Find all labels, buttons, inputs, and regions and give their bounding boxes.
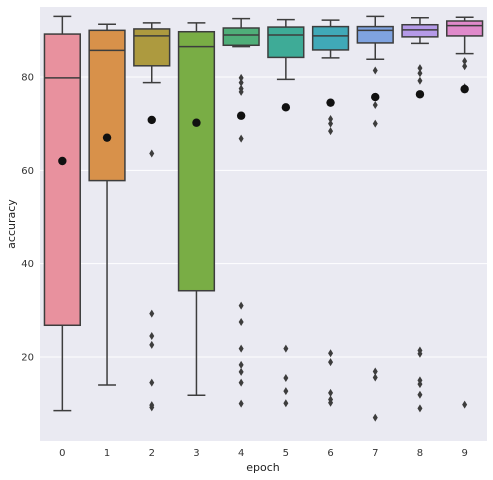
iqr-box: [177, 30, 216, 292]
x-tick-label: 0: [59, 448, 65, 459]
x-tick-label: 7: [372, 448, 378, 459]
box-epoch-6: [311, 19, 350, 407]
outlier-point: [372, 373, 378, 382]
outlier-point: [328, 119, 334, 128]
x-tick-label: 2: [149, 448, 155, 459]
outlier-point: [417, 69, 423, 78]
box-epoch-2: [133, 22, 171, 412]
mean-marker: [58, 156, 67, 166]
outlier-point: [417, 76, 423, 85]
y-tick-label: 60: [21, 166, 34, 177]
box-epoch-5: [267, 18, 305, 408]
outlier-point: [238, 73, 244, 82]
outlier-point: [328, 127, 334, 136]
outlier-point: [238, 378, 244, 387]
iqr-box: [267, 26, 305, 59]
y-tick-label: 20: [21, 353, 34, 364]
mean-marker: [415, 90, 425, 99]
x-tick-label: 3: [193, 448, 199, 459]
box-epoch-3: [177, 22, 216, 397]
box-epoch-0: [43, 15, 81, 412]
outlier-point: [417, 64, 423, 73]
x-axis-title: epoch: [246, 461, 280, 474]
outlier-point: [238, 318, 244, 326]
outlier-point: [372, 119, 378, 128]
outlier-point: [283, 374, 289, 382]
iqr-box: [446, 20, 484, 37]
outlier-point: [328, 398, 334, 407]
iqr-box: [88, 29, 126, 182]
outlier-point: [372, 413, 378, 422]
outlier-point: [328, 349, 334, 358]
x-tick-labels: 0 1 2 3 4 5 6 7 8 9: [59, 448, 468, 459]
outlier-point: [238, 87, 244, 96]
outlier-point: [238, 367, 244, 376]
outlier-point: [149, 309, 155, 318]
mean-marker: [102, 133, 112, 142]
iqr-box: [401, 23, 439, 38]
mean-marker: [192, 118, 201, 127]
outlier-point: [283, 344, 289, 353]
outlier-point: [238, 399, 244, 408]
outlier-point: [372, 101, 378, 109]
outlier-point: [149, 332, 155, 340]
iqr-box: [356, 25, 394, 44]
outlier-point: [328, 115, 334, 123]
boxes: [43, 15, 484, 422]
outlier-point: [417, 390, 423, 399]
box-epoch-4: [222, 17, 260, 408]
x-tick-label: 4: [238, 448, 244, 459]
box-epoch-8: [401, 16, 439, 413]
outlier-point: [238, 134, 244, 143]
y-tick-label: 80: [21, 73, 34, 84]
outlier-point: [238, 344, 244, 353]
mean-marker: [281, 103, 291, 112]
outlier-point: [372, 367, 378, 376]
outlier-point: [417, 349, 423, 358]
outlier-point: [417, 404, 423, 413]
mean-marker: [326, 98, 335, 107]
box-epoch-9: [446, 16, 484, 409]
outlier-point: [238, 301, 244, 310]
x-tick-label: 1: [104, 448, 110, 459]
y-tick-labels: 20 40 60 80: [21, 73, 34, 364]
box-epoch-7: [356, 15, 394, 422]
y-axis-title: accuracy: [5, 199, 18, 249]
iqr-box: [133, 28, 171, 67]
outlier-point: [283, 399, 289, 408]
outlier-point: [283, 387, 289, 396]
mean-marker: [371, 92, 380, 102]
outlier-point: [149, 149, 155, 158]
box-epoch-1: [88, 23, 126, 386]
x-tick-label: 9: [461, 448, 467, 459]
iqr-box: [43, 33, 81, 327]
x-tick-label: 6: [327, 448, 333, 459]
outlier-point: [238, 78, 244, 87]
y-tick-label: 40: [21, 259, 34, 270]
outlier-point: [372, 66, 378, 75]
iqr-box: [311, 25, 350, 51]
x-tick-label: 8: [417, 448, 423, 459]
mean-marker: [236, 111, 246, 120]
outlier-point: [462, 62, 468, 71]
outlier-point: [462, 400, 468, 409]
outlier-point: [417, 380, 423, 389]
outlier-point: [149, 378, 155, 387]
x-tick-label: 5: [283, 448, 289, 459]
outlier-point: [149, 403, 155, 412]
outlier-point: [328, 388, 334, 397]
outlier-point: [462, 57, 468, 66]
outlier-point: [149, 340, 155, 349]
outlier-point: [238, 360, 244, 369]
outlier-point: [328, 358, 334, 367]
iqr-box: [222, 27, 260, 47]
mean-marker: [147, 115, 156, 125]
mean-marker: [460, 84, 469, 94]
